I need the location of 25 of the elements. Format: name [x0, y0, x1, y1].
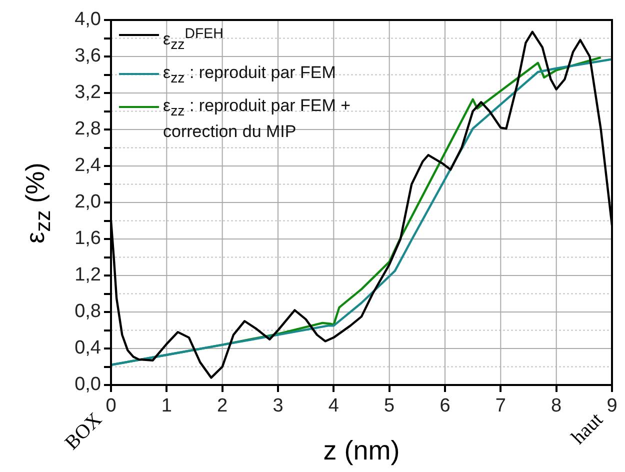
y-tick-label: 3,6 [74, 46, 101, 67]
legend-label: ε$_{zz}$ : reproduit par FEM + correction du MIP [163, 96, 352, 142]
x-tick-label: 5 [384, 396, 395, 417]
legend-label: ε$_{zz}$ : reproduit par FEM [163, 63, 336, 88]
x-tick-label: 0 [106, 396, 116, 417]
x-tick-label: 1 [161, 396, 172, 417]
y-tick-label: 0,0 [74, 374, 101, 396]
y-tick-label: 0,4 [74, 338, 102, 359]
y-tick-label: 0,8 [74, 301, 101, 322]
x-tick-label: 4 [328, 396, 340, 417]
y-tick-label: 2,4 [74, 155, 102, 176]
x-tick-label: 3 [272, 396, 284, 417]
x-tick-label: 9 [606, 396, 618, 417]
y-tick-label: 2,0 [74, 192, 101, 213]
x-tick-label: 7 [495, 396, 506, 417]
x-axis-title: z (nm) [323, 435, 400, 466]
y-tick-label: 3,2 [74, 82, 101, 104]
y-tick-label: 2,8 [74, 118, 101, 140]
y-tick-label: 1,2 [74, 264, 101, 286]
y-tick-label: 4,0 [74, 9, 101, 30]
x-tick-label: 8 [551, 396, 562, 417]
y-tick-label: 1,6 [74, 228, 101, 250]
x-tick-label: 2 [217, 396, 228, 417]
x-tick-label: 6 [440, 396, 450, 417]
text: haut [567, 408, 608, 449]
